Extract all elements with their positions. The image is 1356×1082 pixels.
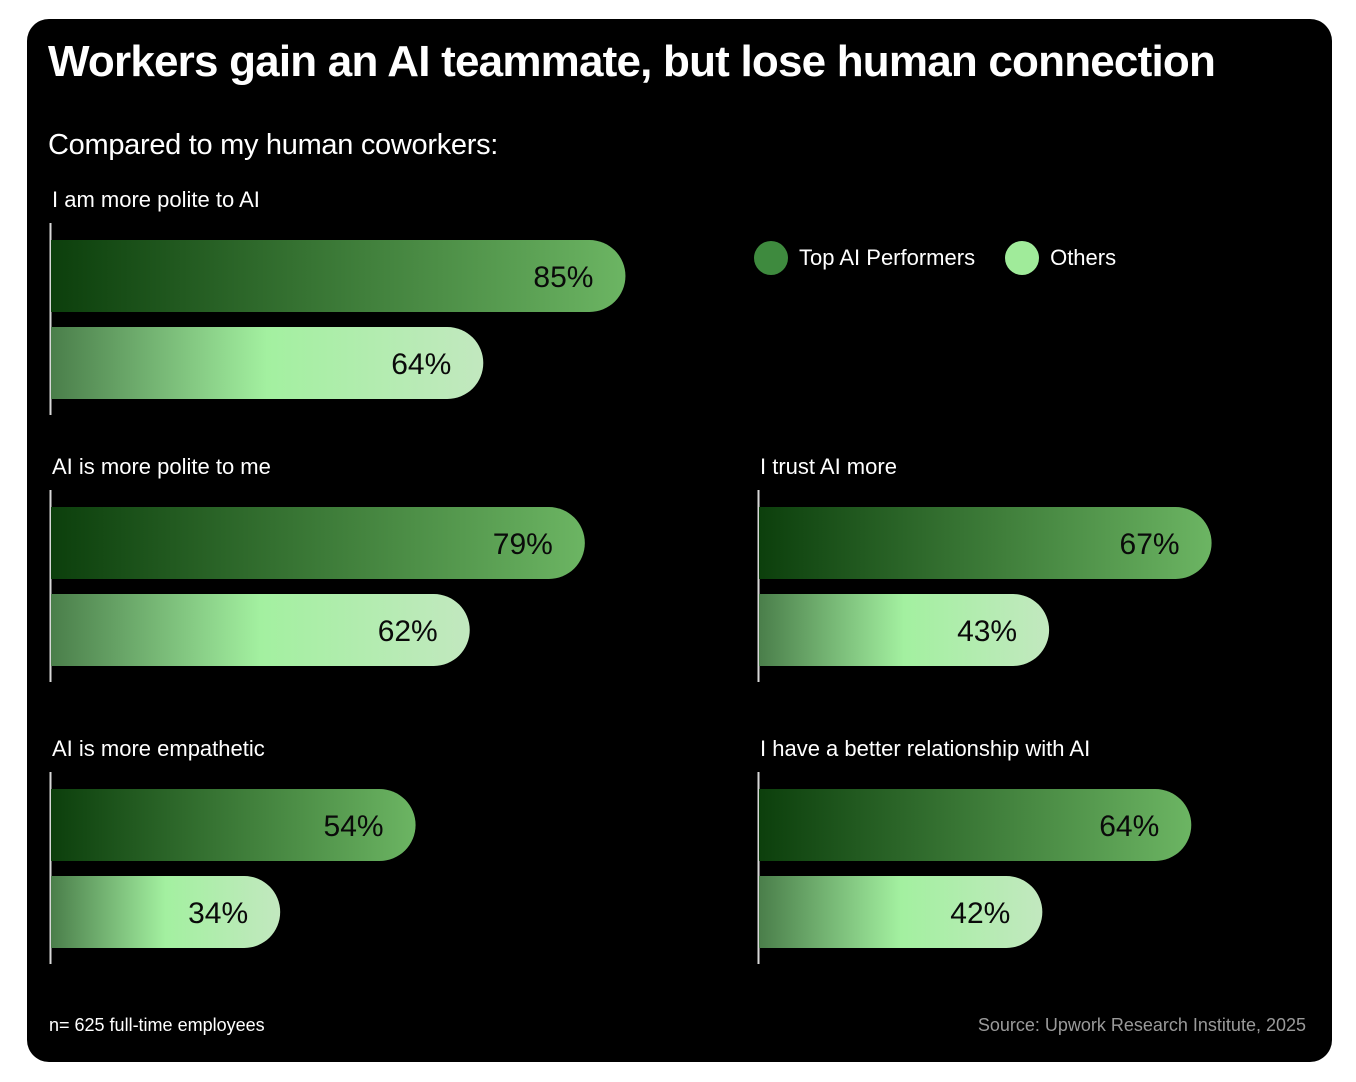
chart-card: Workers gain an AI teammate, but lose hu… xyxy=(27,19,1332,1062)
bar-chart: I am more polite to AI 85% 64% AI is more p… xyxy=(49,187,1212,964)
bar-trust-ai-more-top-performers xyxy=(759,507,1212,579)
bar-ai-more-polite-top-performers xyxy=(51,507,585,579)
bar-more-polite-to-ai-others xyxy=(51,327,484,399)
legend-item-others: Others xyxy=(1005,241,1116,275)
value-label-ai-more-empathetic-top-performers: 54% xyxy=(324,810,384,843)
value-label-ai-more-polite-top-performers: 79% xyxy=(493,528,553,561)
group-label-ai-more-empathetic: AI is more empathetic xyxy=(52,736,265,761)
bar-better-relationship-others xyxy=(759,876,1043,948)
value-label-trust-ai-more-top-performers: 67% xyxy=(1120,528,1180,561)
group-label-ai-more-polite: AI is more polite to me xyxy=(52,454,271,479)
chart-subtitle: Compared to my human coworkers: xyxy=(48,129,499,161)
sample-size-note: n= 625 full-time employees xyxy=(49,1015,265,1035)
legend-swatch-top-performers xyxy=(754,241,788,275)
bar-ai-more-polite-others xyxy=(51,594,470,667)
legend-swatch-others xyxy=(1005,241,1040,275)
legend-label-others: Others xyxy=(1050,245,1117,270)
bar-trust-ai-more-others xyxy=(759,594,1050,667)
value-label-more-polite-to-ai-top-performers: 85% xyxy=(533,261,593,294)
bar-ai-more-empathetic-top-performers xyxy=(51,789,416,861)
legend-item-top-performers: Top AI Performers xyxy=(754,241,975,275)
bar-more-polite-to-ai-top-performers xyxy=(51,240,626,312)
group-label-trust-ai-more: I trust AI more xyxy=(760,454,897,479)
group-label-more-polite-to-ai: I am more polite to AI xyxy=(52,187,260,212)
value-label-better-relationship-top-performers: 64% xyxy=(1099,810,1159,843)
bar-better-relationship-top-performers xyxy=(759,789,1192,861)
group-label-better-relationship: I have a better relationship with AI xyxy=(760,736,1090,761)
value-label-better-relationship-others: 42% xyxy=(950,897,1010,930)
source-note: Source: Upwork Research Institute, 2025 xyxy=(977,1015,1306,1035)
legend: Top AI Performers Others xyxy=(754,241,1146,275)
bar-ai-more-empathetic-others xyxy=(51,876,281,948)
value-label-ai-more-polite-others: 62% xyxy=(378,615,438,648)
value-label-more-polite-to-ai-others: 64% xyxy=(391,348,451,381)
value-label-trust-ai-more-others: 43% xyxy=(957,615,1017,648)
legend-label-top-performers: Top AI Performers xyxy=(799,245,976,270)
chart-title: Workers gain an AI teammate, but lose hu… xyxy=(48,37,1216,86)
value-label-ai-more-empathetic-others: 34% xyxy=(188,897,248,930)
